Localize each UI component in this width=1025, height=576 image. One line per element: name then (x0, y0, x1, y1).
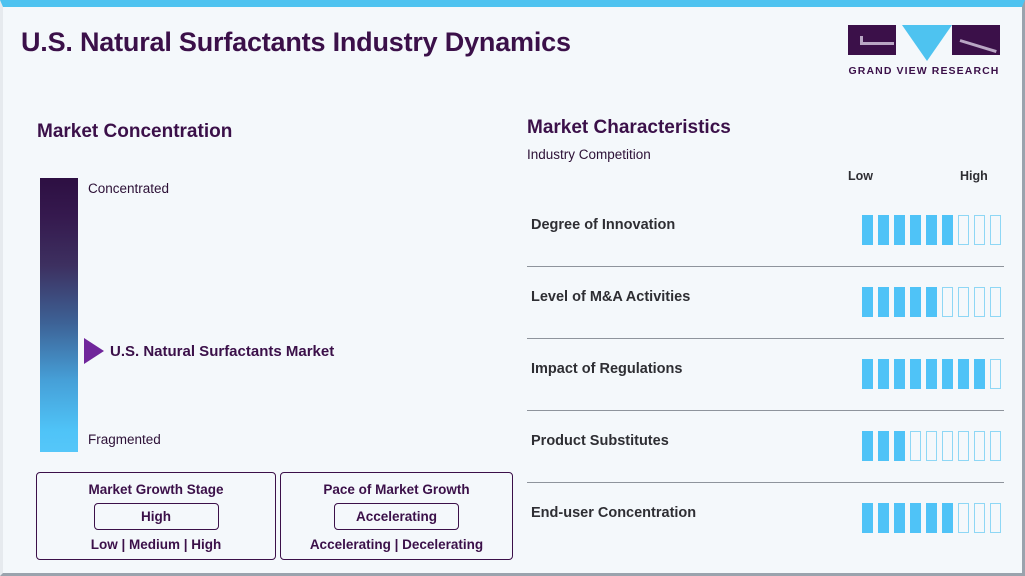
rating-bar-filled (862, 215, 873, 245)
rating-bar-filled (862, 359, 873, 389)
rating-bar-empty (990, 359, 1001, 389)
rating-bar-empty (990, 215, 1001, 245)
rating-bar-empty (958, 287, 969, 317)
market-characteristics-subheading: Industry Competition (527, 147, 651, 162)
rating-bar-filled (878, 431, 889, 461)
market-characteristics-heading: Market Characteristics (527, 117, 731, 138)
market-concentration-panel: Market Concentration Concentrated Fragme… (3, 95, 513, 573)
market-concentration-heading: Market Concentration (37, 121, 233, 142)
characteristic-row: Level of M&A Activities (527, 267, 1004, 339)
rating-bar-filled (862, 287, 873, 317)
page-header: U.S. Natural Surfactants Industry Dynami… (3, 7, 1022, 92)
rating-bar-filled (910, 359, 921, 389)
characteristic-row: Product Substitutes (527, 411, 1004, 483)
characteristic-label: End-user Concentration (531, 505, 697, 521)
rating-bar-filled (894, 503, 905, 533)
logo-triangle-icon (902, 25, 952, 61)
rating-bar-empty (974, 503, 985, 533)
rating-bars (862, 359, 1001, 389)
pace-of-market-growth-value: Accelerating (334, 503, 459, 530)
market-characteristics-panel: Market Characteristics Industry Competit… (503, 95, 1022, 573)
rating-bar-empty (974, 431, 985, 461)
market-growth-stage-scale: Low | Medium | High (90, 537, 222, 552)
rating-bar-filled (926, 215, 937, 245)
rating-bar-filled (942, 215, 953, 245)
rating-bars (862, 215, 1001, 245)
rating-bar-empty (958, 215, 969, 245)
rating-bar-empty (926, 431, 937, 461)
market-growth-stage-value: High (93, 503, 219, 530)
rating-bar-empty (990, 431, 1001, 461)
rating-bar-filled (894, 359, 905, 389)
rating-bar-empty (974, 215, 985, 245)
rating-bar-empty (974, 287, 985, 317)
rating-bar-empty (910, 431, 921, 461)
logo-right-rect-icon (952, 25, 1000, 55)
rating-bar-filled (862, 431, 873, 461)
rating-bar-filled (958, 359, 969, 389)
logo-left-slash-v-icon (860, 36, 863, 45)
page-title: U.S. Natural Surfactants Industry Dynami… (21, 27, 571, 57)
rating-bar-filled (862, 503, 873, 533)
rating-bar-empty (958, 503, 969, 533)
rating-bar-filled (894, 215, 905, 245)
rating-bar-filled (926, 503, 937, 533)
rating-bar-filled (974, 359, 985, 389)
characteristic-row: End-user Concentration (527, 483, 1004, 555)
logo-marks (848, 25, 1000, 61)
rating-bars (862, 503, 1001, 533)
rating-bar-empty (958, 431, 969, 461)
rating-bar-filled (878, 215, 889, 245)
rating-bar-filled (894, 287, 905, 317)
logo-left-rect-icon (848, 25, 896, 55)
rating-bar-empty (990, 287, 1001, 317)
concentration-top-label: Concentrated (88, 181, 170, 196)
concentration-bottom-label: Fragmented (88, 432, 161, 447)
brand-logo: GRAND VIEW RESEARCH (848, 25, 1000, 81)
rating-bar-filled (878, 287, 889, 317)
market-position-label: U.S. Natural Surfactants Market (110, 343, 335, 360)
rating-bar-filled (878, 503, 889, 533)
market-position-marker-icon (84, 338, 104, 364)
logo-right-slash-icon (959, 39, 997, 54)
scale-label-low: Low (848, 169, 873, 183)
characteristic-row: Impact of Regulations (527, 339, 1004, 411)
market-growth-stage-box: Market Growth Stage High Low | Medium | … (36, 472, 276, 560)
logo-left-slash-h-icon (860, 42, 894, 45)
concentration-gradient-bar (40, 178, 78, 452)
characteristics-rows: Degree of Innovation Level of M&A Activit… (527, 195, 1004, 555)
rating-bar-filled (926, 287, 937, 317)
rating-bar-empty (990, 503, 1001, 533)
pace-of-market-growth-title: Pace of Market Growth (323, 482, 470, 497)
characteristic-label: Degree of Innovation (531, 217, 676, 233)
rating-bar-filled (942, 503, 953, 533)
logo-wordmark: GRAND VIEW RESEARCH (848, 65, 1000, 77)
characteristic-label: Impact of Regulations (531, 361, 683, 377)
characteristic-label: Product Substitutes (531, 433, 669, 449)
market-growth-stage-title: Market Growth Stage (88, 482, 224, 497)
characteristic-label: Level of M&A Activities (531, 289, 691, 305)
characteristic-row: Degree of Innovation (527, 195, 1004, 267)
rating-bar-empty (942, 431, 953, 461)
rating-bar-filled (942, 359, 953, 389)
pace-of-market-growth-box: Pace of Market Growth Accelerating Accel… (280, 472, 513, 560)
rating-bar-empty (942, 287, 953, 317)
rating-bars (862, 431, 1001, 461)
pace-of-market-growth-scale: Accelerating | Decelerating (309, 537, 484, 552)
scale-label-high: High (960, 169, 988, 183)
rating-bar-filled (910, 215, 921, 245)
rating-bar-filled (910, 287, 921, 317)
rating-bars (862, 287, 1001, 317)
rating-bar-filled (894, 431, 905, 461)
rating-bar-filled (878, 359, 889, 389)
rating-bar-filled (926, 359, 937, 389)
rating-bar-filled (910, 503, 921, 533)
